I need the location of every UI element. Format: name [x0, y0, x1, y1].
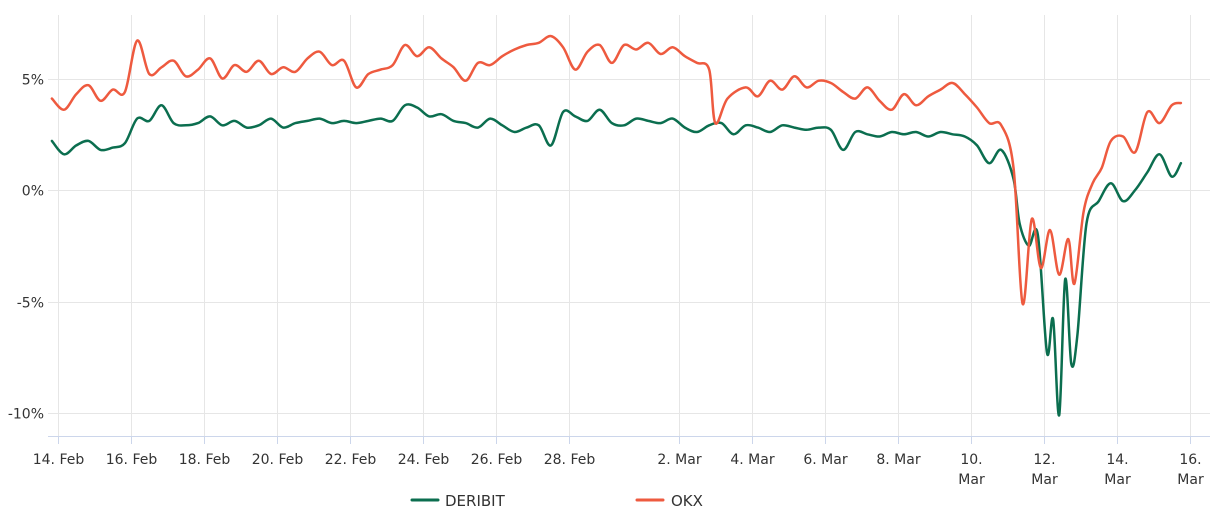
x-tick-label-line: 4. Mar [730, 452, 774, 468]
x-tick-label: 10. Mar [958, 452, 985, 488]
x-tick-label: 18. Feb [179, 452, 231, 468]
y-tick-label: -10% [8, 407, 44, 423]
x-tick-label-line: 2. Mar [657, 452, 701, 468]
legend-label: OKX [671, 492, 703, 510]
x-tick-label-line: Mar [958, 472, 985, 488]
x-tick-label: 4. Mar [730, 452, 774, 468]
x-tick-label-line: 14. [1106, 452, 1128, 468]
x-tick-label: 22. Feb [325, 452, 377, 468]
x-tick-label-line: Mar [1177, 472, 1204, 488]
x-tick-label-line: 8. Mar [876, 452, 920, 468]
y-tick-label: 0% [22, 184, 44, 200]
legend-item-deribit[interactable]: DERIBIT [410, 492, 506, 510]
x-tick-label: 14. Mar [1104, 452, 1131, 488]
x-tick-label-line: Mar [1031, 472, 1058, 488]
y-tick-label: -5% [17, 296, 44, 312]
x-tick-label-line: 10. [960, 452, 982, 468]
x-tick-label-line: 6. Mar [803, 452, 847, 468]
x-tick-label: 12. Mar [1031, 452, 1058, 488]
x-tick-label: 8. Mar [876, 452, 920, 468]
x-tick-label-line: Mar [1104, 472, 1131, 488]
x-tick-label-line: 24. Feb [398, 452, 450, 468]
x-tick-label-line: 20. Feb [252, 452, 304, 468]
series-line-deribit[interactable] [50, 103, 1183, 417]
x-tick-label: 2. Mar [657, 452, 701, 468]
x-tick-label: 14. Feb [33, 452, 85, 468]
x-tick-label: 16. Mar [1177, 452, 1204, 488]
series-line-okx[interactable] [50, 34, 1183, 306]
x-tick-label-line: 28. Feb [544, 452, 596, 468]
x-tick-label-line: 14. Feb [33, 452, 85, 468]
x-tick-label-line: 22. Feb [325, 452, 377, 468]
legend-label: DERIBIT [445, 492, 506, 510]
x-tick-label-line: 18. Feb [179, 452, 231, 468]
x-tick-label-line: 12. [1033, 452, 1055, 468]
x-tick-label-line: 16. Feb [106, 452, 158, 468]
x-tick-label: 16. Feb [106, 452, 158, 468]
legend-item-okx[interactable]: OKX [635, 492, 703, 510]
x-tick-label-line: 26. Feb [471, 452, 523, 468]
y-tick-label: 5% [22, 73, 44, 89]
grid [48, 15, 1210, 436]
x-tick-label: 6. Mar [803, 452, 847, 468]
x-tick-label: 26. Feb [471, 452, 523, 468]
legend: DERIBIT OKX [410, 492, 703, 510]
x-tick-label: 20. Feb [252, 452, 304, 468]
x-tick-label-line: 16. [1179, 452, 1201, 468]
axes: 14. Feb 16. Feb 18. Feb 20. Feb 22. Feb 24. F… [8, 73, 1210, 488]
x-tick-label: 28. Feb [544, 452, 596, 468]
x-tick-label: 24. Feb [398, 452, 450, 468]
series-lines [50, 34, 1183, 417]
